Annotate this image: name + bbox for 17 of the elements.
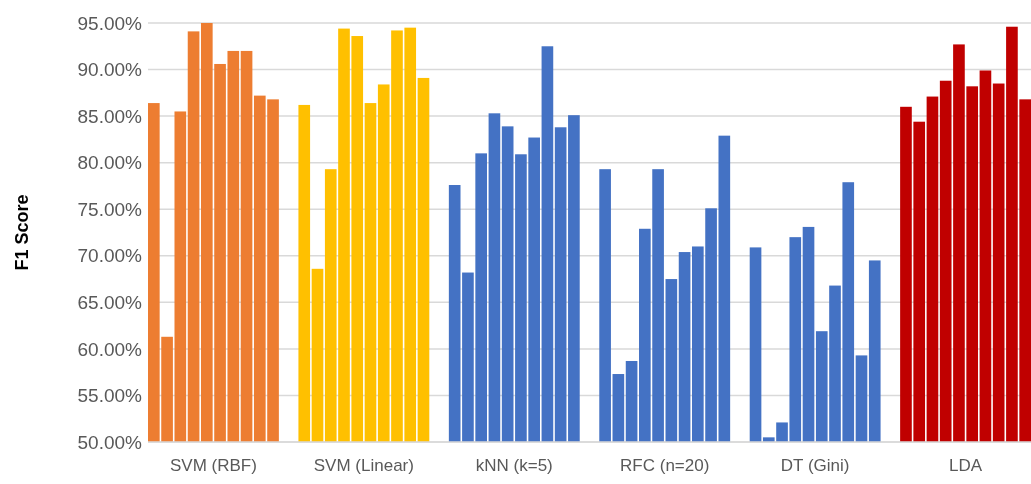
y-tick-label: 55.00% [77, 385, 143, 407]
y-tick-label: 50.00% [77, 431, 143, 453]
x-tick-label: kNN (k=5) [475, 456, 553, 475]
y-tick-label: 70.00% [77, 245, 143, 267]
x-tick-label: RFC (n=20) [620, 456, 710, 475]
y-tick-label: 90.00% [77, 59, 143, 81]
y-tick-label: 75.00% [77, 198, 143, 220]
y-tick-label: 85.00% [77, 105, 143, 127]
x-tick-label: DT (Gini) [780, 456, 850, 475]
y-axis-title: F1 Score [12, 194, 32, 271]
y-tick-label: 80.00% [77, 152, 143, 174]
y-tick-label: 60.00% [77, 338, 143, 360]
x-tick-label: LDA [949, 456, 983, 475]
x-tick-label: SVM (Linear) [313, 456, 414, 475]
y-tick-label: 95.00% [77, 12, 143, 34]
x-tick-label: SVM (RBF) [169, 456, 257, 475]
y-tick-label: 65.00% [77, 291, 143, 313]
